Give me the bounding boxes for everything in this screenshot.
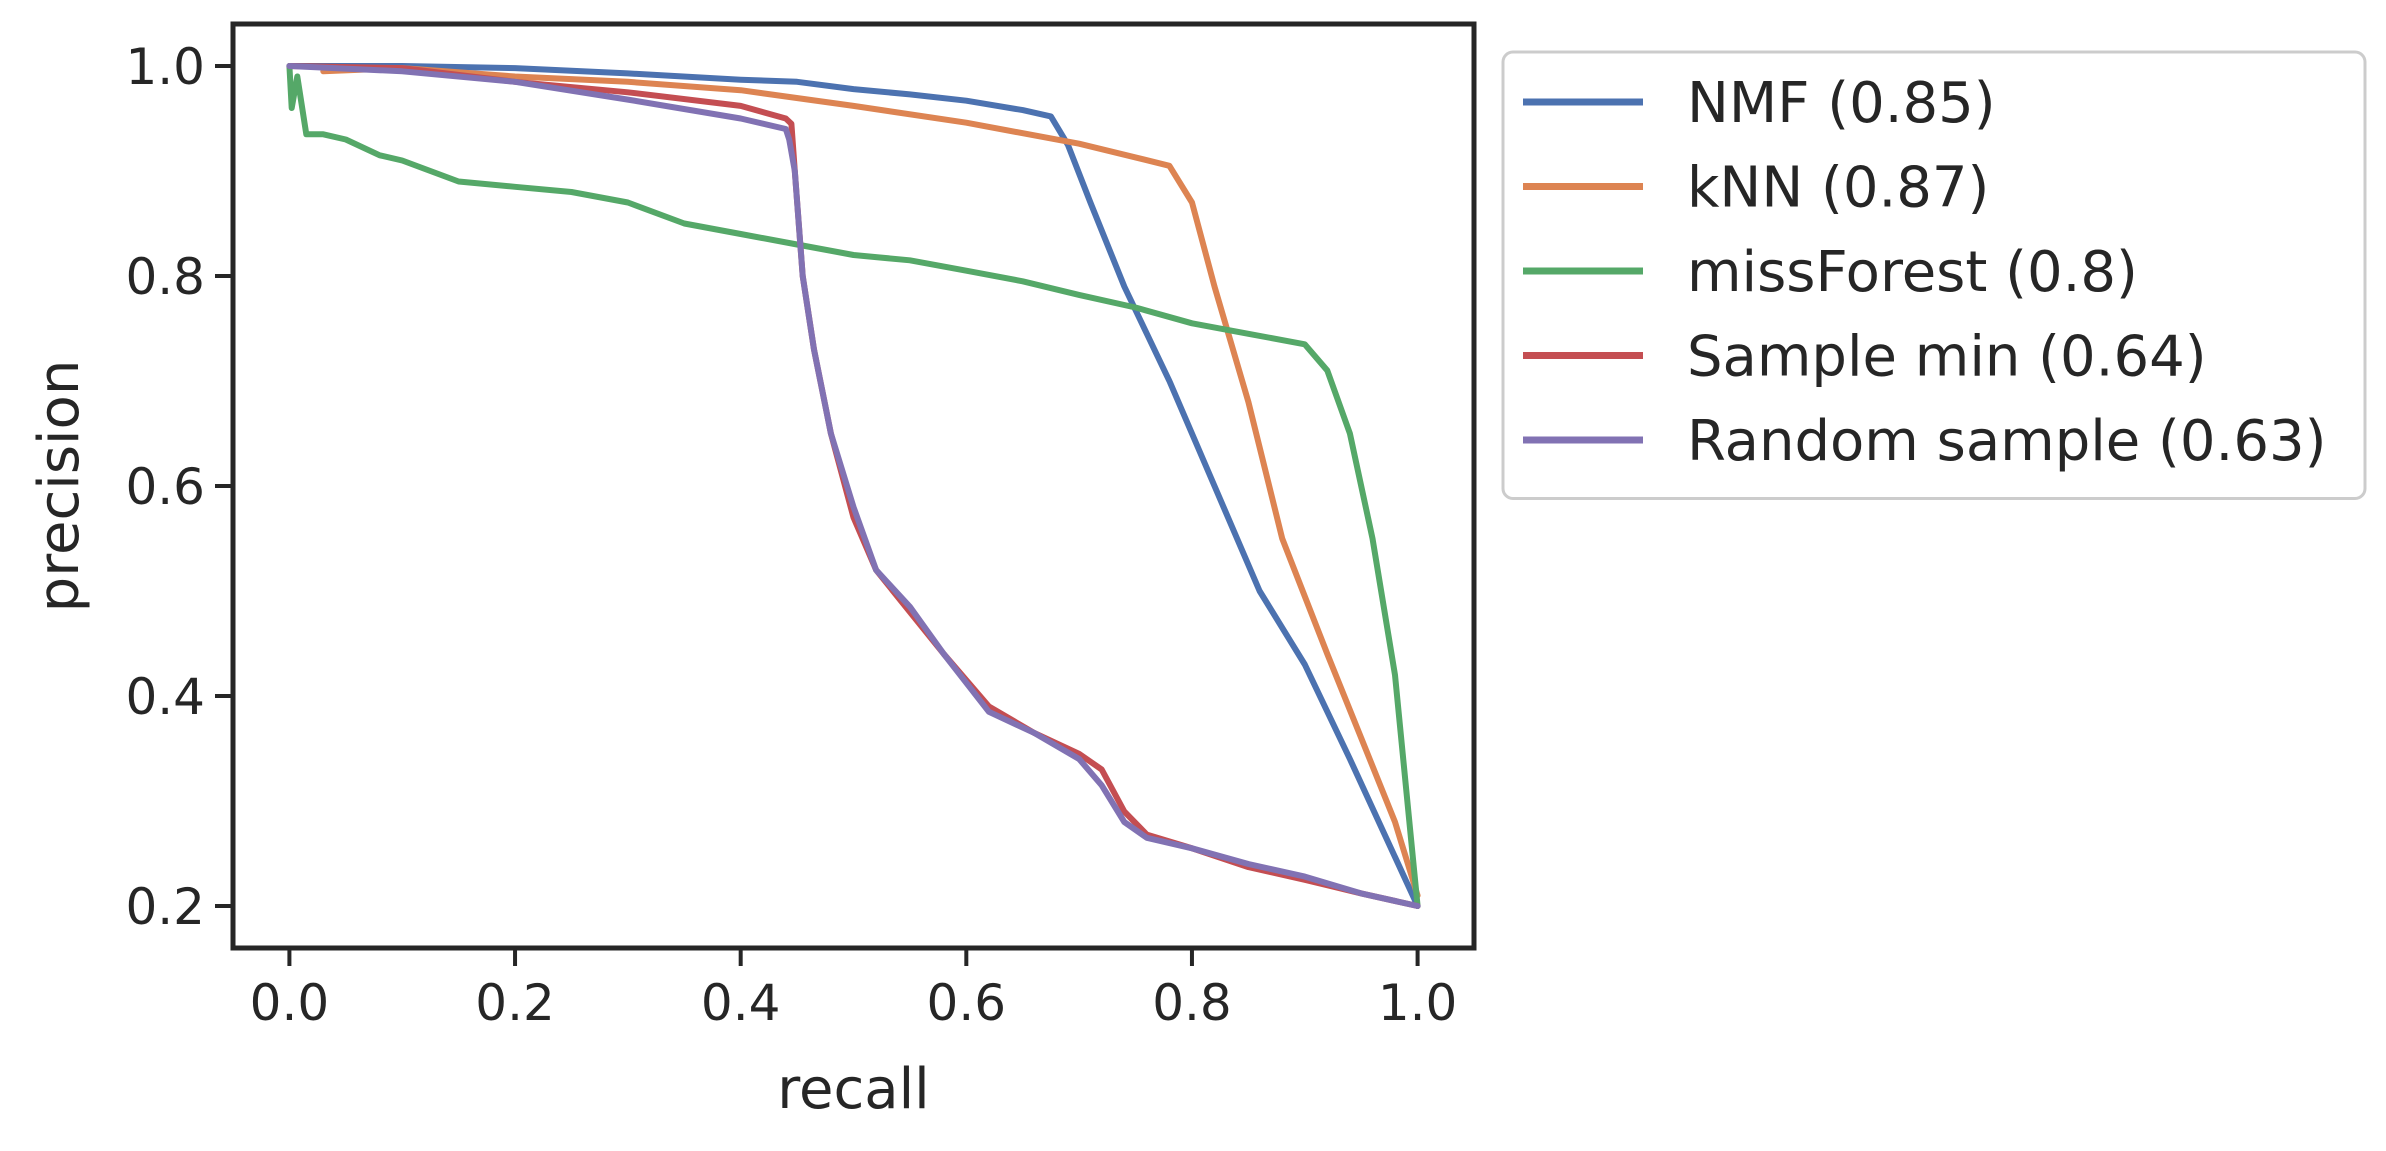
legend-box [1501, 50, 2367, 500]
series-line-3 [286, 63, 1421, 909]
x-tick-label: 0.0 [250, 974, 330, 1032]
y-tick-label: 0.8 [125, 248, 205, 306]
legend-items: NMF (0.85) kNN (0.87) missForest (0.8) Samp… [1523, 71, 2326, 474]
y-ticks: 0.2 0.4 0.6 0.8 1.0 [125, 38, 233, 936]
x-tick-label: 0.4 [701, 974, 781, 1032]
legend-label-0: NMF (0.85) [1687, 71, 1996, 136]
y-tick-label: 1.0 [125, 38, 205, 96]
series-line-0 [286, 63, 1421, 909]
legend-label-3: Sample min (0.64) [1687, 325, 2207, 390]
y-tick-label: 0.6 [125, 458, 205, 516]
legend-label-2: missForest (0.8) [1687, 240, 2138, 305]
y-tick-label: 0.4 [125, 668, 205, 726]
x-axis-label: recall [777, 1057, 929, 1122]
x-tick-label: 0.6 [927, 974, 1007, 1032]
plot-frame [230, 21, 1477, 951]
x-tick-label: 0.8 [1152, 974, 1232, 1032]
legend-label-1: kNN (0.87) [1687, 156, 1989, 221]
series-line-1 [320, 65, 1421, 899]
legend-label-4: Random sample (0.63) [1687, 409, 2326, 474]
y-axis-label: precision [27, 360, 92, 613]
x-ticks: 0.0 0.2 0.4 0.6 0.8 1.0 [250, 948, 1458, 1032]
x-tick-label: 1.0 [1378, 974, 1458, 1032]
series-line-2 [286, 63, 1421, 909]
x-tick-label: 0.2 [475, 974, 555, 1032]
y-tick-label: 0.2 [125, 878, 205, 936]
series-layer [286, 63, 1421, 909]
series-line-4 [286, 63, 1421, 909]
legend: NMF (0.85) kNN (0.87) missForest (0.8) Samp… [1501, 50, 2367, 500]
